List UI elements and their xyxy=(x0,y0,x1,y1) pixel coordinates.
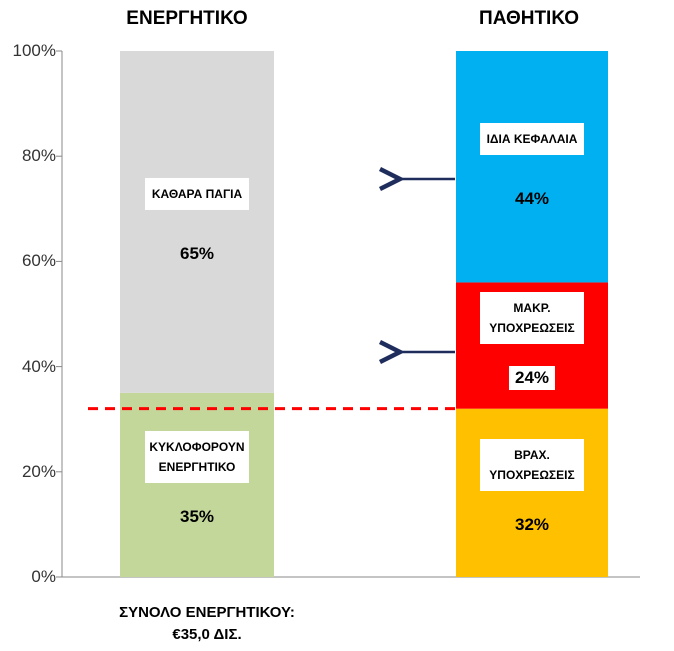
segment-name: ΚΥΚΛΟΦΟΡΟΥΝ ΕΝΕΡΓΗΤΙΚΟ xyxy=(145,430,249,483)
footnote: ΣΥΝΟΛΟ ΕΝΕΡΓΗΤΙΚΟΥ: xyxy=(119,604,295,621)
category-label: ΕΝΕΡΓΗΤΙΚΟ xyxy=(126,8,248,29)
value-label: 32% xyxy=(514,514,550,534)
value-label: 44% xyxy=(514,188,550,208)
y-tick-label: 20% xyxy=(21,461,56,481)
bar-segment xyxy=(456,408,608,577)
y-tick-label: 0% xyxy=(31,567,56,586)
bar-segment xyxy=(456,51,608,283)
segment-name: ΚΑΘΑΡΑ ΠΑΓΙΑ xyxy=(145,177,249,210)
bar-segment xyxy=(120,392,274,577)
y-tick-label: 100% xyxy=(12,41,56,60)
y-tick-label: 40% xyxy=(21,356,56,376)
segment-name: ΒΡΑΧ. ΥΠΟΧΡΕΩΣΕΙΣ xyxy=(480,438,584,491)
value-label: 35% xyxy=(179,506,215,526)
y-tick-label: 80% xyxy=(21,146,56,166)
segment-name: ΙΔΙΑ ΚΕΦΑΛΑΙΑ xyxy=(480,122,584,155)
footnote: €35,0 ΔΙΣ. xyxy=(172,626,242,643)
segment-name: ΜΑΚΡ. ΥΠΟΧΡΕΩΣΕΙΣ xyxy=(480,291,584,344)
bar-segment xyxy=(120,51,274,393)
y-tick-label: 60% xyxy=(21,251,56,271)
category-label: ΠΑΘΗΤΙΚΟ xyxy=(479,8,579,29)
value-label: 24% xyxy=(508,365,556,390)
value-label: 65% xyxy=(179,243,215,263)
